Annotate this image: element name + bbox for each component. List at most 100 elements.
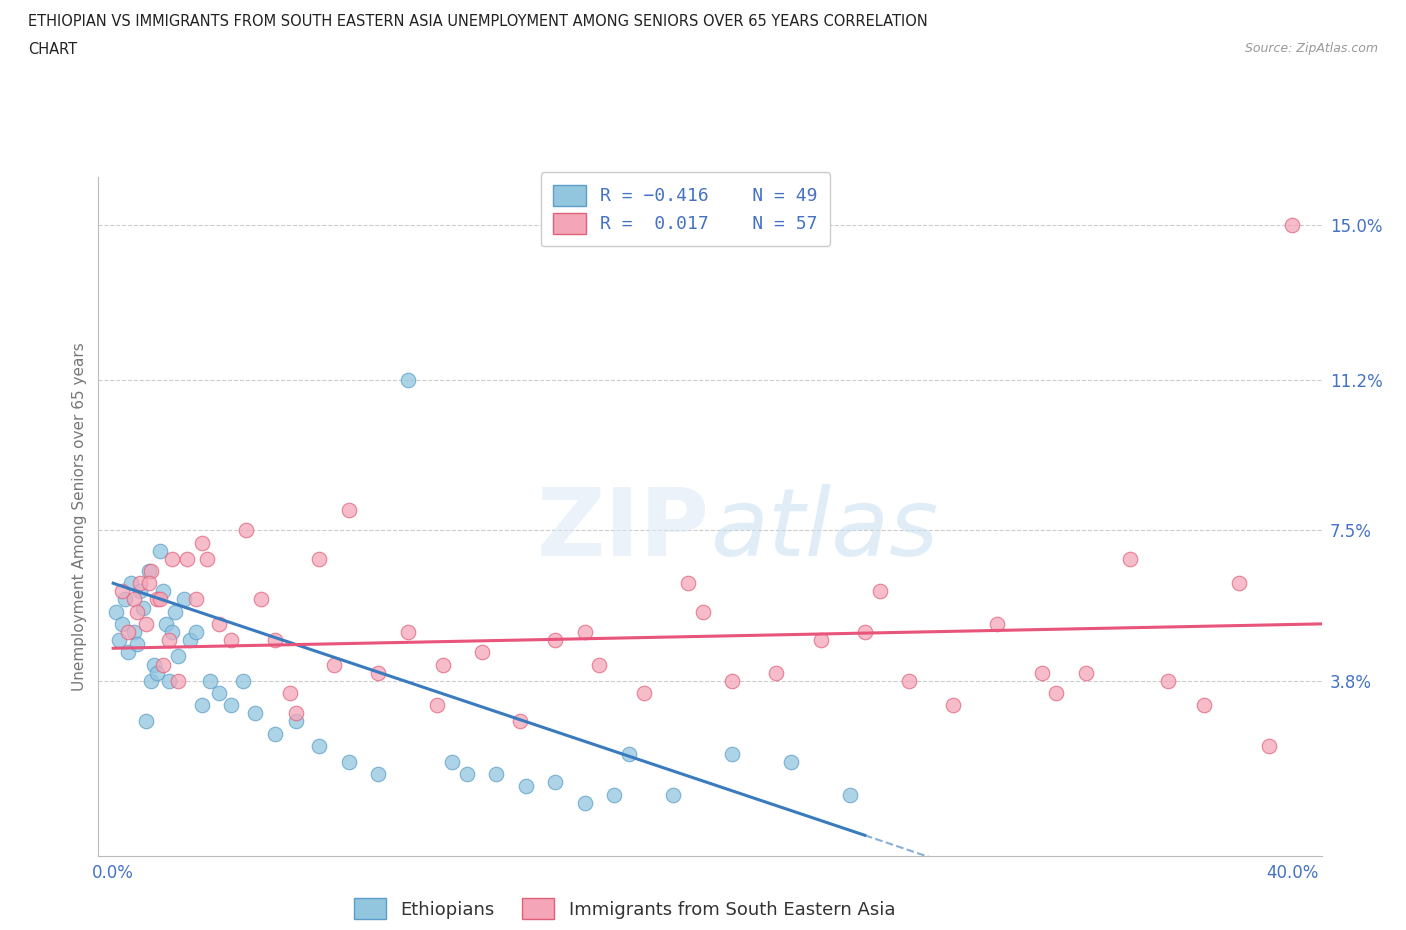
Point bbox=[853, 625, 876, 640]
Point bbox=[138, 564, 160, 578]
Point bbox=[721, 747, 744, 762]
Point bbox=[1119, 551, 1142, 566]
Point bbox=[284, 714, 307, 729]
Point bbox=[105, 604, 128, 619]
Point bbox=[485, 767, 508, 782]
Text: ETHIOPIAN VS IMMIGRANTS FROM SOUTH EASTERN ASIA UNEMPLOYMENT AMONG SENIORS OVER : ETHIOPIAN VS IMMIGRANTS FROM SOUTH EASTE… bbox=[28, 14, 928, 29]
Point bbox=[138, 576, 160, 591]
Point bbox=[692, 604, 714, 619]
Point bbox=[426, 698, 449, 712]
Text: atlas: atlas bbox=[710, 485, 938, 576]
Point bbox=[165, 604, 187, 619]
Point bbox=[323, 658, 346, 672]
Point bbox=[986, 617, 1008, 631]
Point bbox=[122, 592, 145, 607]
Point bbox=[179, 632, 201, 647]
Point bbox=[456, 767, 478, 782]
Point bbox=[131, 600, 153, 615]
Text: ZIP: ZIP bbox=[537, 484, 710, 576]
Point bbox=[149, 592, 172, 607]
Point bbox=[117, 625, 139, 640]
Point bbox=[243, 706, 266, 721]
Point bbox=[308, 738, 330, 753]
Text: Source: ZipAtlas.com: Source: ZipAtlas.com bbox=[1244, 42, 1378, 55]
Point bbox=[160, 551, 183, 566]
Point bbox=[143, 658, 166, 672]
Point bbox=[149, 543, 172, 558]
Text: CHART: CHART bbox=[28, 42, 77, 57]
Point bbox=[167, 673, 190, 688]
Point bbox=[141, 564, 163, 578]
Point bbox=[219, 632, 242, 647]
Point bbox=[184, 625, 207, 640]
Point bbox=[574, 625, 596, 640]
Point bbox=[1227, 576, 1250, 591]
Point bbox=[617, 747, 640, 762]
Point bbox=[284, 706, 307, 721]
Point bbox=[146, 665, 169, 680]
Point bbox=[176, 551, 198, 566]
Point bbox=[603, 787, 626, 802]
Point bbox=[721, 673, 744, 688]
Point bbox=[544, 632, 567, 647]
Point bbox=[780, 754, 803, 769]
Point bbox=[1192, 698, 1215, 712]
Point bbox=[942, 698, 965, 712]
Point bbox=[396, 373, 419, 388]
Point bbox=[200, 673, 222, 688]
Point bbox=[1031, 665, 1053, 680]
Point bbox=[111, 584, 134, 599]
Point bbox=[765, 665, 787, 680]
Point bbox=[471, 644, 494, 659]
Point bbox=[337, 502, 360, 517]
Point bbox=[1074, 665, 1097, 680]
Point bbox=[633, 685, 655, 700]
Point bbox=[367, 665, 389, 680]
Point bbox=[869, 584, 891, 599]
Point bbox=[278, 685, 301, 700]
Point bbox=[810, 632, 832, 647]
Point bbox=[249, 592, 271, 607]
Point bbox=[120, 576, 142, 591]
Point bbox=[308, 551, 330, 566]
Point bbox=[190, 535, 212, 550]
Point bbox=[125, 604, 148, 619]
Point bbox=[1257, 738, 1279, 753]
Point bbox=[167, 649, 190, 664]
Point bbox=[676, 576, 699, 591]
Point bbox=[1157, 673, 1180, 688]
Point bbox=[441, 754, 464, 769]
Point bbox=[898, 673, 921, 688]
Point bbox=[588, 658, 610, 672]
Point bbox=[662, 787, 685, 802]
Point bbox=[232, 673, 254, 688]
Point bbox=[515, 779, 537, 794]
Point bbox=[264, 632, 287, 647]
Point bbox=[108, 632, 131, 647]
Point bbox=[135, 617, 157, 631]
Point bbox=[128, 584, 150, 599]
Point bbox=[219, 698, 242, 712]
Point bbox=[396, 625, 419, 640]
Point bbox=[264, 726, 287, 741]
Point bbox=[208, 617, 231, 631]
Point bbox=[155, 617, 177, 631]
Point bbox=[184, 592, 207, 607]
Point bbox=[128, 576, 150, 591]
Point bbox=[157, 632, 180, 647]
Legend: Ethiopians, Immigrants from South Eastern Asia: Ethiopians, Immigrants from South Easter… bbox=[344, 889, 904, 928]
Point bbox=[197, 551, 219, 566]
Point bbox=[337, 754, 360, 769]
Point bbox=[125, 637, 148, 652]
Point bbox=[1045, 685, 1067, 700]
Point bbox=[122, 625, 145, 640]
Point bbox=[367, 767, 389, 782]
Point bbox=[152, 584, 174, 599]
Point bbox=[839, 787, 862, 802]
Point bbox=[111, 617, 134, 631]
Point bbox=[114, 592, 136, 607]
Point bbox=[157, 673, 180, 688]
Point bbox=[190, 698, 212, 712]
Point bbox=[135, 714, 157, 729]
Point bbox=[117, 644, 139, 659]
